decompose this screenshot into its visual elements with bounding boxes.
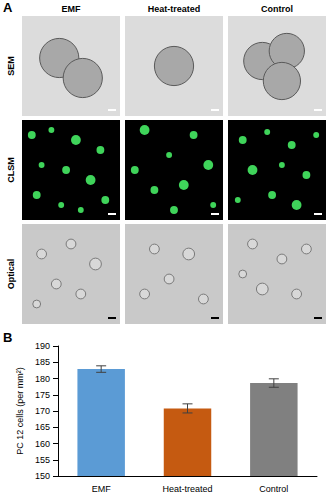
svg-text:Control: Control — [261, 4, 293, 14]
svg-text:Optical: Optical — [6, 259, 16, 290]
svg-text:165: 165 — [35, 422, 50, 432]
svg-text:180: 180 — [35, 374, 50, 384]
svg-text:185: 185 — [35, 357, 50, 367]
svg-text:170: 170 — [35, 406, 50, 416]
svg-text:A: A — [3, 0, 13, 15]
html-text:B: B — [3, 330, 13, 345]
svg-text:190: 190 — [35, 341, 50, 351]
svg-text:SEM: SEM — [6, 56, 16, 76]
svg-text:Control: Control — [259, 484, 288, 494]
svg-text:CLSM: CLSM — [6, 157, 16, 183]
svg-text:EMF: EMF — [62, 4, 82, 14]
svg-text:155: 155 — [35, 455, 50, 465]
svg-text:PC 12 cells (per mm²): PC 12 cells (per mm²) — [15, 367, 25, 455]
svg-text:Heat-treated: Heat-treated — [162, 484, 212, 494]
svg-text:175: 175 — [35, 390, 50, 400]
svg-text:Heat-treated: Heat-treated — [148, 4, 201, 14]
svg-text:EMF: EMF — [92, 484, 112, 494]
svg-text:160: 160 — [35, 439, 50, 449]
svg-text:150: 150 — [35, 471, 50, 481]
